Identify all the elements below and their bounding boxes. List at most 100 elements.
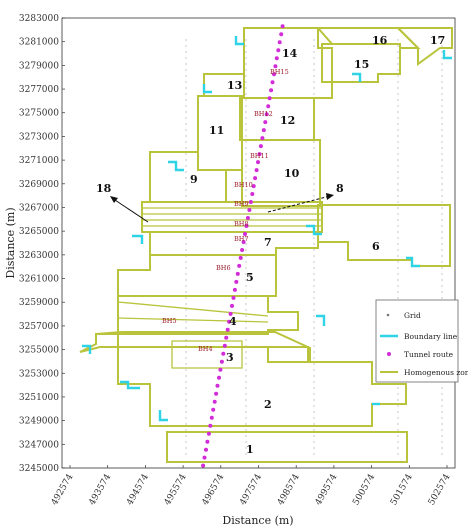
grid-dot — [245, 195, 247, 197]
grid-dot — [313, 447, 315, 449]
tunnel-route-point — [257, 152, 262, 157]
y-tick-label: 3263000 — [19, 251, 59, 261]
grid-dot — [185, 363, 187, 365]
tunnel-route-point — [230, 303, 234, 308]
legend-zone-label: Homogenous zone — [404, 368, 468, 377]
grid-dot — [245, 291, 247, 293]
grid-dot — [185, 195, 187, 197]
tunnel-route-point — [248, 200, 253, 204]
zone-4-outline — [117, 295, 299, 335]
tunnel-route-point — [237, 263, 242, 268]
grid-dot — [313, 255, 315, 257]
grid-dot — [313, 393, 315, 395]
grid-dot — [185, 123, 187, 125]
boundary-segment — [168, 160, 184, 172]
tunnel-route-point — [251, 184, 256, 189]
tunnel-route-point — [266, 104, 271, 109]
grid-dot — [441, 267, 443, 269]
grid-dot — [441, 417, 443, 419]
grid-dot — [313, 435, 315, 437]
grid-dot — [313, 237, 315, 239]
grid-dot — [245, 147, 247, 149]
grid-dot — [185, 129, 187, 131]
grid-dot — [313, 249, 315, 251]
grid-dot — [441, 177, 443, 179]
arrow-18 — [111, 197, 149, 223]
grid-dot — [397, 237, 399, 239]
grid-dot — [313, 357, 315, 359]
tunnel-route-point — [272, 72, 276, 77]
grid-dot — [245, 117, 247, 119]
x-axis-ticks: 492574 493574 494574 495574 496574 497574 4985… — [50, 465, 453, 507]
y-tick-label: 3251000 — [19, 393, 59, 403]
tunnel-route-point — [256, 160, 260, 165]
tunnel-route-point — [222, 343, 227, 348]
grid-dot — [185, 351, 187, 353]
bh-label-10: BH10 — [234, 181, 253, 189]
grid-dot — [313, 153, 315, 155]
grid-dot — [441, 75, 443, 77]
zone-14-outline — [243, 27, 333, 99]
tunnel-route-point — [274, 56, 279, 61]
grid-dot — [397, 249, 399, 251]
grid-dot — [185, 327, 187, 329]
tunnel-route-point — [228, 311, 233, 316]
grid-dot — [245, 315, 247, 317]
tunnel-route-point — [277, 40, 282, 45]
grid-dot — [397, 423, 399, 425]
legend-grid-label: Grid — [404, 311, 421, 320]
grid-dot — [441, 159, 443, 161]
grid-dot — [397, 411, 399, 413]
grid-dot — [397, 111, 399, 113]
grid-dot — [441, 435, 443, 437]
grid-dot — [185, 261, 187, 263]
tunnel-route-point — [260, 136, 265, 141]
grid-dot — [397, 87, 399, 89]
grid-dot — [245, 93, 247, 95]
tunnel-route-point — [235, 271, 240, 276]
grid-dot — [313, 159, 315, 161]
grid-dot — [245, 237, 247, 239]
grid-dot — [441, 195, 443, 197]
grid-dot — [397, 441, 399, 443]
grid-dot — [313, 375, 315, 377]
grid-dot — [185, 153, 187, 155]
grid-dot — [185, 429, 187, 431]
legend-grid-symbol — [386, 313, 390, 317]
grid-dot — [313, 195, 315, 197]
grid-dot — [397, 261, 399, 263]
grid-dot — [185, 249, 187, 251]
grid-dot — [441, 393, 443, 395]
grid-dot — [185, 375, 187, 377]
bh-label-12: BH12 — [254, 110, 273, 118]
grid-dot — [245, 81, 247, 83]
grid-dot — [441, 99, 443, 101]
y-tick-label: 3281000 — [19, 38, 59, 48]
x-tick-label: 495574 — [163, 472, 189, 507]
grid-dot — [313, 87, 315, 89]
y-tick-label: 3283000 — [19, 14, 59, 24]
grid-dot — [185, 435, 187, 437]
grid-dot — [185, 381, 187, 383]
grid-dot — [245, 387, 247, 389]
grid-dot — [185, 411, 187, 413]
grid-dot — [397, 153, 399, 155]
tunnel-route-point — [202, 455, 207, 460]
y-tick-label: 3245000 — [19, 464, 59, 474]
grid-dot — [313, 423, 315, 425]
grid-dot — [245, 63, 247, 65]
grid-dot — [313, 453, 315, 455]
grid-dot — [397, 45, 399, 47]
tunnel-route-point — [263, 120, 268, 125]
grid-dot — [245, 129, 247, 131]
grid-dot — [185, 39, 187, 41]
y-tick-label: 3269000 — [19, 180, 59, 190]
grid-dot — [441, 147, 443, 149]
tunnel-route-point — [276, 48, 281, 53]
grid-dot — [441, 165, 443, 167]
grid-dot — [441, 183, 443, 185]
arrow-8 — [267, 195, 331, 213]
grid-dot — [441, 231, 443, 233]
grid-dot — [185, 237, 187, 239]
legend-boundary-label: Boundary line — [404, 332, 458, 341]
